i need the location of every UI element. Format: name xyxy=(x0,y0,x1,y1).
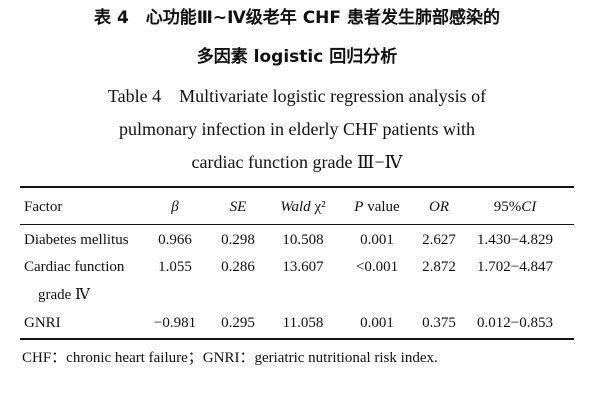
title-cn-line-2: 多因素 logistic 回归分析 xyxy=(196,47,398,67)
header-beta: β xyxy=(171,199,179,215)
table-top-rule xyxy=(20,186,574,188)
header-wald-chi-square: Wald χ² xyxy=(266,198,340,216)
row-ci: 1.430−4.829 xyxy=(477,232,553,248)
row-or: 2.872 xyxy=(422,259,456,275)
title-en-line-3: cardiac function grade Ⅲ−Ⅳ xyxy=(191,152,403,172)
row-wald: 10.508 xyxy=(282,232,324,248)
row-or: 0.375 xyxy=(422,315,456,331)
header-95-ci: 95%CI xyxy=(466,198,564,216)
row-p-value: 0.001 xyxy=(360,315,394,331)
header-value-label: value xyxy=(363,199,400,215)
header-or: OR xyxy=(429,199,449,215)
row-or: 2.627 xyxy=(422,232,456,248)
header-p-value: P value xyxy=(342,198,412,216)
row-p-value: <0.001 xyxy=(355,259,399,275)
row-se: 0.295 xyxy=(221,315,255,331)
row-factor: Cardiac function xyxy=(24,259,125,275)
header-wald-label: Wald xyxy=(280,199,311,215)
header-ci-label: CI xyxy=(521,199,537,215)
row-ci: 1.702−4.847 xyxy=(477,259,553,275)
row-se: 0.298 xyxy=(221,232,255,248)
table-header-rule xyxy=(20,224,574,225)
row-wald: 13.607 xyxy=(282,259,324,275)
header-ci-percent: 95% xyxy=(493,199,522,215)
title-en-line-1: Table 4 Multivariate logistic regression… xyxy=(107,86,487,106)
row-p-value: 0.001 xyxy=(360,232,394,248)
row-beta: 1.055 xyxy=(158,259,192,275)
header-se: SE xyxy=(229,199,247,215)
row-se: 0.286 xyxy=(221,259,255,275)
title-cn-line-1: 表 4 心功能Ⅲ~Ⅳ级老年 CHF 患者发生肺部感染的 xyxy=(94,8,500,28)
header-chi-square-label: χ² xyxy=(310,199,326,215)
table-bottom-rule xyxy=(20,338,574,340)
row-beta: −0.981 xyxy=(153,315,197,331)
row-beta: 0.966 xyxy=(158,232,192,248)
header-p-label: P xyxy=(354,199,364,215)
row-factor-continuation: grade Ⅳ xyxy=(38,287,91,303)
row-factor: GNRI xyxy=(24,315,61,331)
row-ci: 0.012−0.853 xyxy=(477,315,553,331)
row-wald: 11.058 xyxy=(282,315,324,331)
row-factor: Diabetes mellitus xyxy=(24,232,129,248)
table-footnote: CHF：chronic heart failure；GNRI：geriatric… xyxy=(22,350,438,366)
title-en-line-2: pulmonary infection in elderly CHF patie… xyxy=(119,119,475,139)
header-factor: Factor xyxy=(24,199,63,215)
